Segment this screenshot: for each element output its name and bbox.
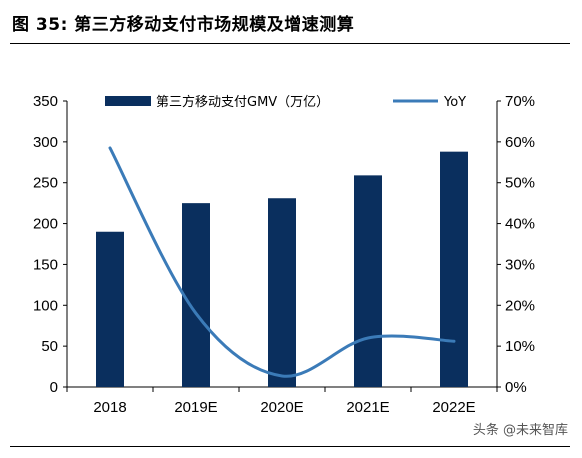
left-axis-ticks: 0 50 100 150 200 250 300 350 [33, 93, 67, 396]
left-tick-label: 0 [50, 379, 58, 396]
watermark-text: 头条 @未来智库 [472, 423, 568, 438]
bar [96, 231, 124, 387]
right-tick-label: 40% [505, 216, 535, 233]
x-tick-label: 2021E [346, 399, 389, 416]
x-tick-label: 2018 [93, 399, 126, 416]
legend-line-label: YoY [443, 95, 466, 110]
left-tick-label: 350 [33, 93, 58, 110]
right-tick-label: 10% [505, 338, 535, 355]
left-tick-label: 50 [41, 338, 58, 355]
left-tick-label: 300 [33, 134, 58, 151]
right-tick-label: 70% [505, 93, 535, 110]
legend: 第三方移动支付GMV（万亿） YoY [105, 94, 466, 110]
right-tick-label: 0% [505, 379, 527, 396]
bar [182, 203, 210, 387]
left-tick-label: 150 [33, 256, 58, 273]
x-tick-label: 2019E [174, 399, 217, 416]
right-tick-label: 30% [505, 256, 535, 273]
right-tick-label: 50% [505, 175, 535, 192]
title-divider [10, 43, 570, 44]
figure-title: 图 35: 第三方移动支付市场规模及增速测算 [12, 15, 355, 35]
left-tick-label: 250 [33, 175, 58, 192]
bar [440, 151, 468, 387]
yoy-line [108, 146, 456, 378]
bar-series [96, 151, 468, 387]
bar [354, 175, 382, 387]
x-tick-label: 2022E [432, 399, 475, 416]
watermark: 头条 @未来智库 [473, 419, 568, 438]
bar [268, 198, 296, 387]
right-axis-ticks: 0% 10% 20% 30% 40% 50% 60% 70% [497, 93, 535, 396]
right-tick-label: 20% [505, 297, 535, 314]
legend-bar-label: 第三方移动支付GMV（万亿） [156, 94, 329, 110]
left-tick-label: 200 [33, 216, 58, 233]
legend-bar-swatch [105, 96, 151, 106]
x-axis-ticks: 2018 2019E 2020E 2021E 2022E [66, 387, 498, 416]
right-tick-label: 60% [505, 134, 535, 151]
x-tick-label: 2020E [260, 399, 303, 416]
left-tick-label: 100 [33, 297, 58, 314]
bottom-divider [10, 446, 570, 447]
